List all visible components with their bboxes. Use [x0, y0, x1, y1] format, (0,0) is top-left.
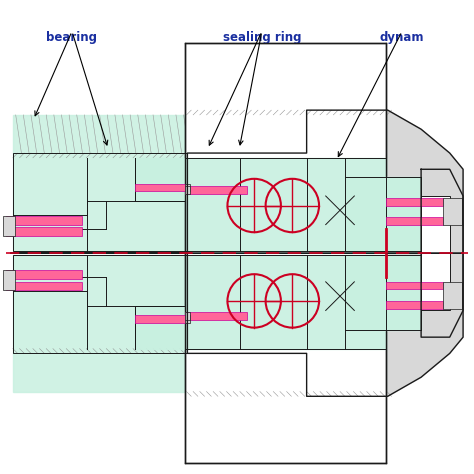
- Bar: [185, 312, 190, 320]
- Bar: [185, 186, 190, 194]
- Bar: [135, 183, 185, 191]
- Polygon shape: [185, 158, 386, 251]
- Bar: [3, 216, 15, 236]
- Polygon shape: [386, 255, 421, 329]
- Polygon shape: [13, 115, 386, 251]
- Text: sealing ring: sealing ring: [223, 31, 301, 44]
- Bar: [185, 312, 247, 320]
- Bar: [185, 43, 386, 463]
- Polygon shape: [11, 110, 463, 253]
- Bar: [386, 301, 443, 309]
- Bar: [6, 282, 82, 291]
- Polygon shape: [11, 253, 463, 396]
- Bar: [185, 186, 247, 194]
- Polygon shape: [345, 177, 386, 251]
- Bar: [386, 217, 443, 225]
- Bar: [6, 228, 82, 236]
- Bar: [3, 270, 15, 291]
- Bar: [386, 198, 443, 206]
- Bar: [6, 270, 82, 279]
- Bar: [13, 153, 187, 251]
- Bar: [13, 255, 187, 354]
- Polygon shape: [345, 255, 386, 329]
- Bar: [135, 315, 185, 323]
- Polygon shape: [421, 169, 463, 337]
- Bar: [386, 282, 443, 290]
- Bar: [6, 216, 82, 225]
- Bar: [443, 198, 462, 225]
- Bar: [185, 315, 190, 323]
- Polygon shape: [386, 177, 421, 251]
- Text: bearing: bearing: [46, 31, 98, 44]
- Text: dynam: dynam: [380, 31, 424, 44]
- Bar: [185, 183, 190, 191]
- Bar: [421, 196, 450, 310]
- Bar: [443, 282, 462, 309]
- Polygon shape: [13, 255, 386, 392]
- Polygon shape: [135, 306, 185, 348]
- Polygon shape: [135, 158, 185, 201]
- Polygon shape: [185, 255, 386, 348]
